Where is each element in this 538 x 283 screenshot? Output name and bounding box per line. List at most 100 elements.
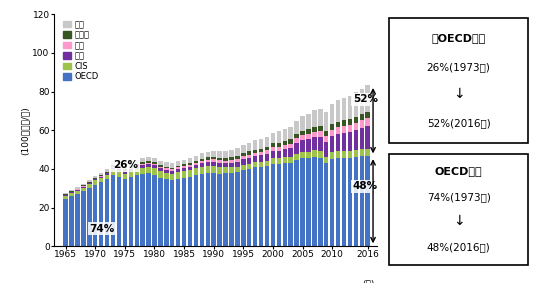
Bar <box>324 136 329 142</box>
Bar <box>359 120 364 128</box>
Bar <box>158 167 162 168</box>
Bar <box>282 141 287 145</box>
Bar <box>229 157 233 160</box>
Bar <box>324 142 329 157</box>
Bar <box>105 179 109 246</box>
Bar <box>324 157 329 163</box>
Bar <box>134 169 139 175</box>
Bar <box>253 167 257 246</box>
Bar <box>277 151 281 158</box>
Bar <box>217 160 222 163</box>
Bar <box>146 164 151 167</box>
Bar <box>324 131 329 136</box>
Bar <box>176 166 180 167</box>
Bar <box>194 163 198 165</box>
Bar <box>294 143 299 154</box>
Bar <box>81 186 86 187</box>
Bar <box>69 190 74 191</box>
Bar <box>336 122 341 127</box>
Bar <box>247 151 251 155</box>
Bar <box>235 166 239 172</box>
Bar <box>265 147 269 150</box>
Bar <box>69 196 74 246</box>
Bar <box>182 171 186 177</box>
Bar <box>365 126 370 149</box>
Bar <box>164 170 168 173</box>
Bar <box>164 162 168 167</box>
Bar <box>211 159 216 162</box>
Bar <box>111 162 115 165</box>
Bar <box>336 127 341 134</box>
Bar <box>194 168 198 175</box>
Bar <box>342 158 346 246</box>
Bar <box>235 172 239 246</box>
Bar <box>123 166 127 170</box>
Bar <box>330 136 335 153</box>
Bar <box>353 157 358 246</box>
Bar <box>359 128 364 149</box>
Bar <box>123 171 127 172</box>
Bar <box>300 152 305 158</box>
Bar <box>359 89 364 114</box>
Bar <box>170 171 174 174</box>
Bar <box>365 118 370 126</box>
Bar <box>229 150 233 157</box>
Bar <box>105 172 109 173</box>
Bar <box>182 168 186 171</box>
Bar <box>235 148 239 156</box>
Bar <box>152 164 157 165</box>
Bar <box>312 132 317 137</box>
Text: OECD비중: OECD비중 <box>435 166 483 176</box>
Bar <box>75 187 80 189</box>
Bar <box>105 173 109 175</box>
Bar <box>176 161 180 166</box>
Bar <box>253 156 257 162</box>
Bar <box>277 131 281 143</box>
Bar <box>318 131 323 137</box>
Bar <box>63 194 68 195</box>
Text: ↓: ↓ <box>453 214 464 228</box>
Bar <box>152 165 157 168</box>
Bar <box>194 161 198 163</box>
Bar <box>63 195 68 196</box>
Bar <box>176 172 180 179</box>
Bar <box>206 160 210 162</box>
Bar <box>235 159 239 162</box>
Bar <box>277 143 281 147</box>
Bar <box>93 185 97 246</box>
Bar <box>93 178 97 179</box>
Bar <box>312 151 317 157</box>
Bar <box>365 149 370 156</box>
Bar <box>123 170 127 171</box>
Bar <box>146 161 151 163</box>
Bar <box>123 172 127 174</box>
Bar <box>271 164 275 246</box>
Bar <box>117 170 121 171</box>
Bar <box>300 131 305 135</box>
Bar <box>111 169 115 175</box>
Bar <box>348 96 352 119</box>
Bar <box>223 160 228 163</box>
Bar <box>123 179 127 246</box>
Bar <box>75 189 80 190</box>
Bar <box>170 181 174 246</box>
Bar <box>146 157 151 161</box>
Bar <box>182 166 186 168</box>
Bar <box>206 152 210 157</box>
Bar <box>265 137 269 147</box>
Bar <box>206 173 210 246</box>
Bar <box>188 167 192 170</box>
Bar <box>105 169 109 172</box>
Bar <box>81 187 86 188</box>
Text: 52%(2016년): 52%(2016년) <box>427 118 491 128</box>
Bar <box>348 125 352 132</box>
Bar <box>182 160 186 164</box>
Bar <box>353 123 358 130</box>
Bar <box>294 154 299 160</box>
Bar <box>336 158 341 246</box>
Bar <box>241 145 245 153</box>
Bar <box>330 130 335 136</box>
Bar <box>229 163 233 167</box>
Bar <box>152 175 157 246</box>
Bar <box>99 176 103 177</box>
